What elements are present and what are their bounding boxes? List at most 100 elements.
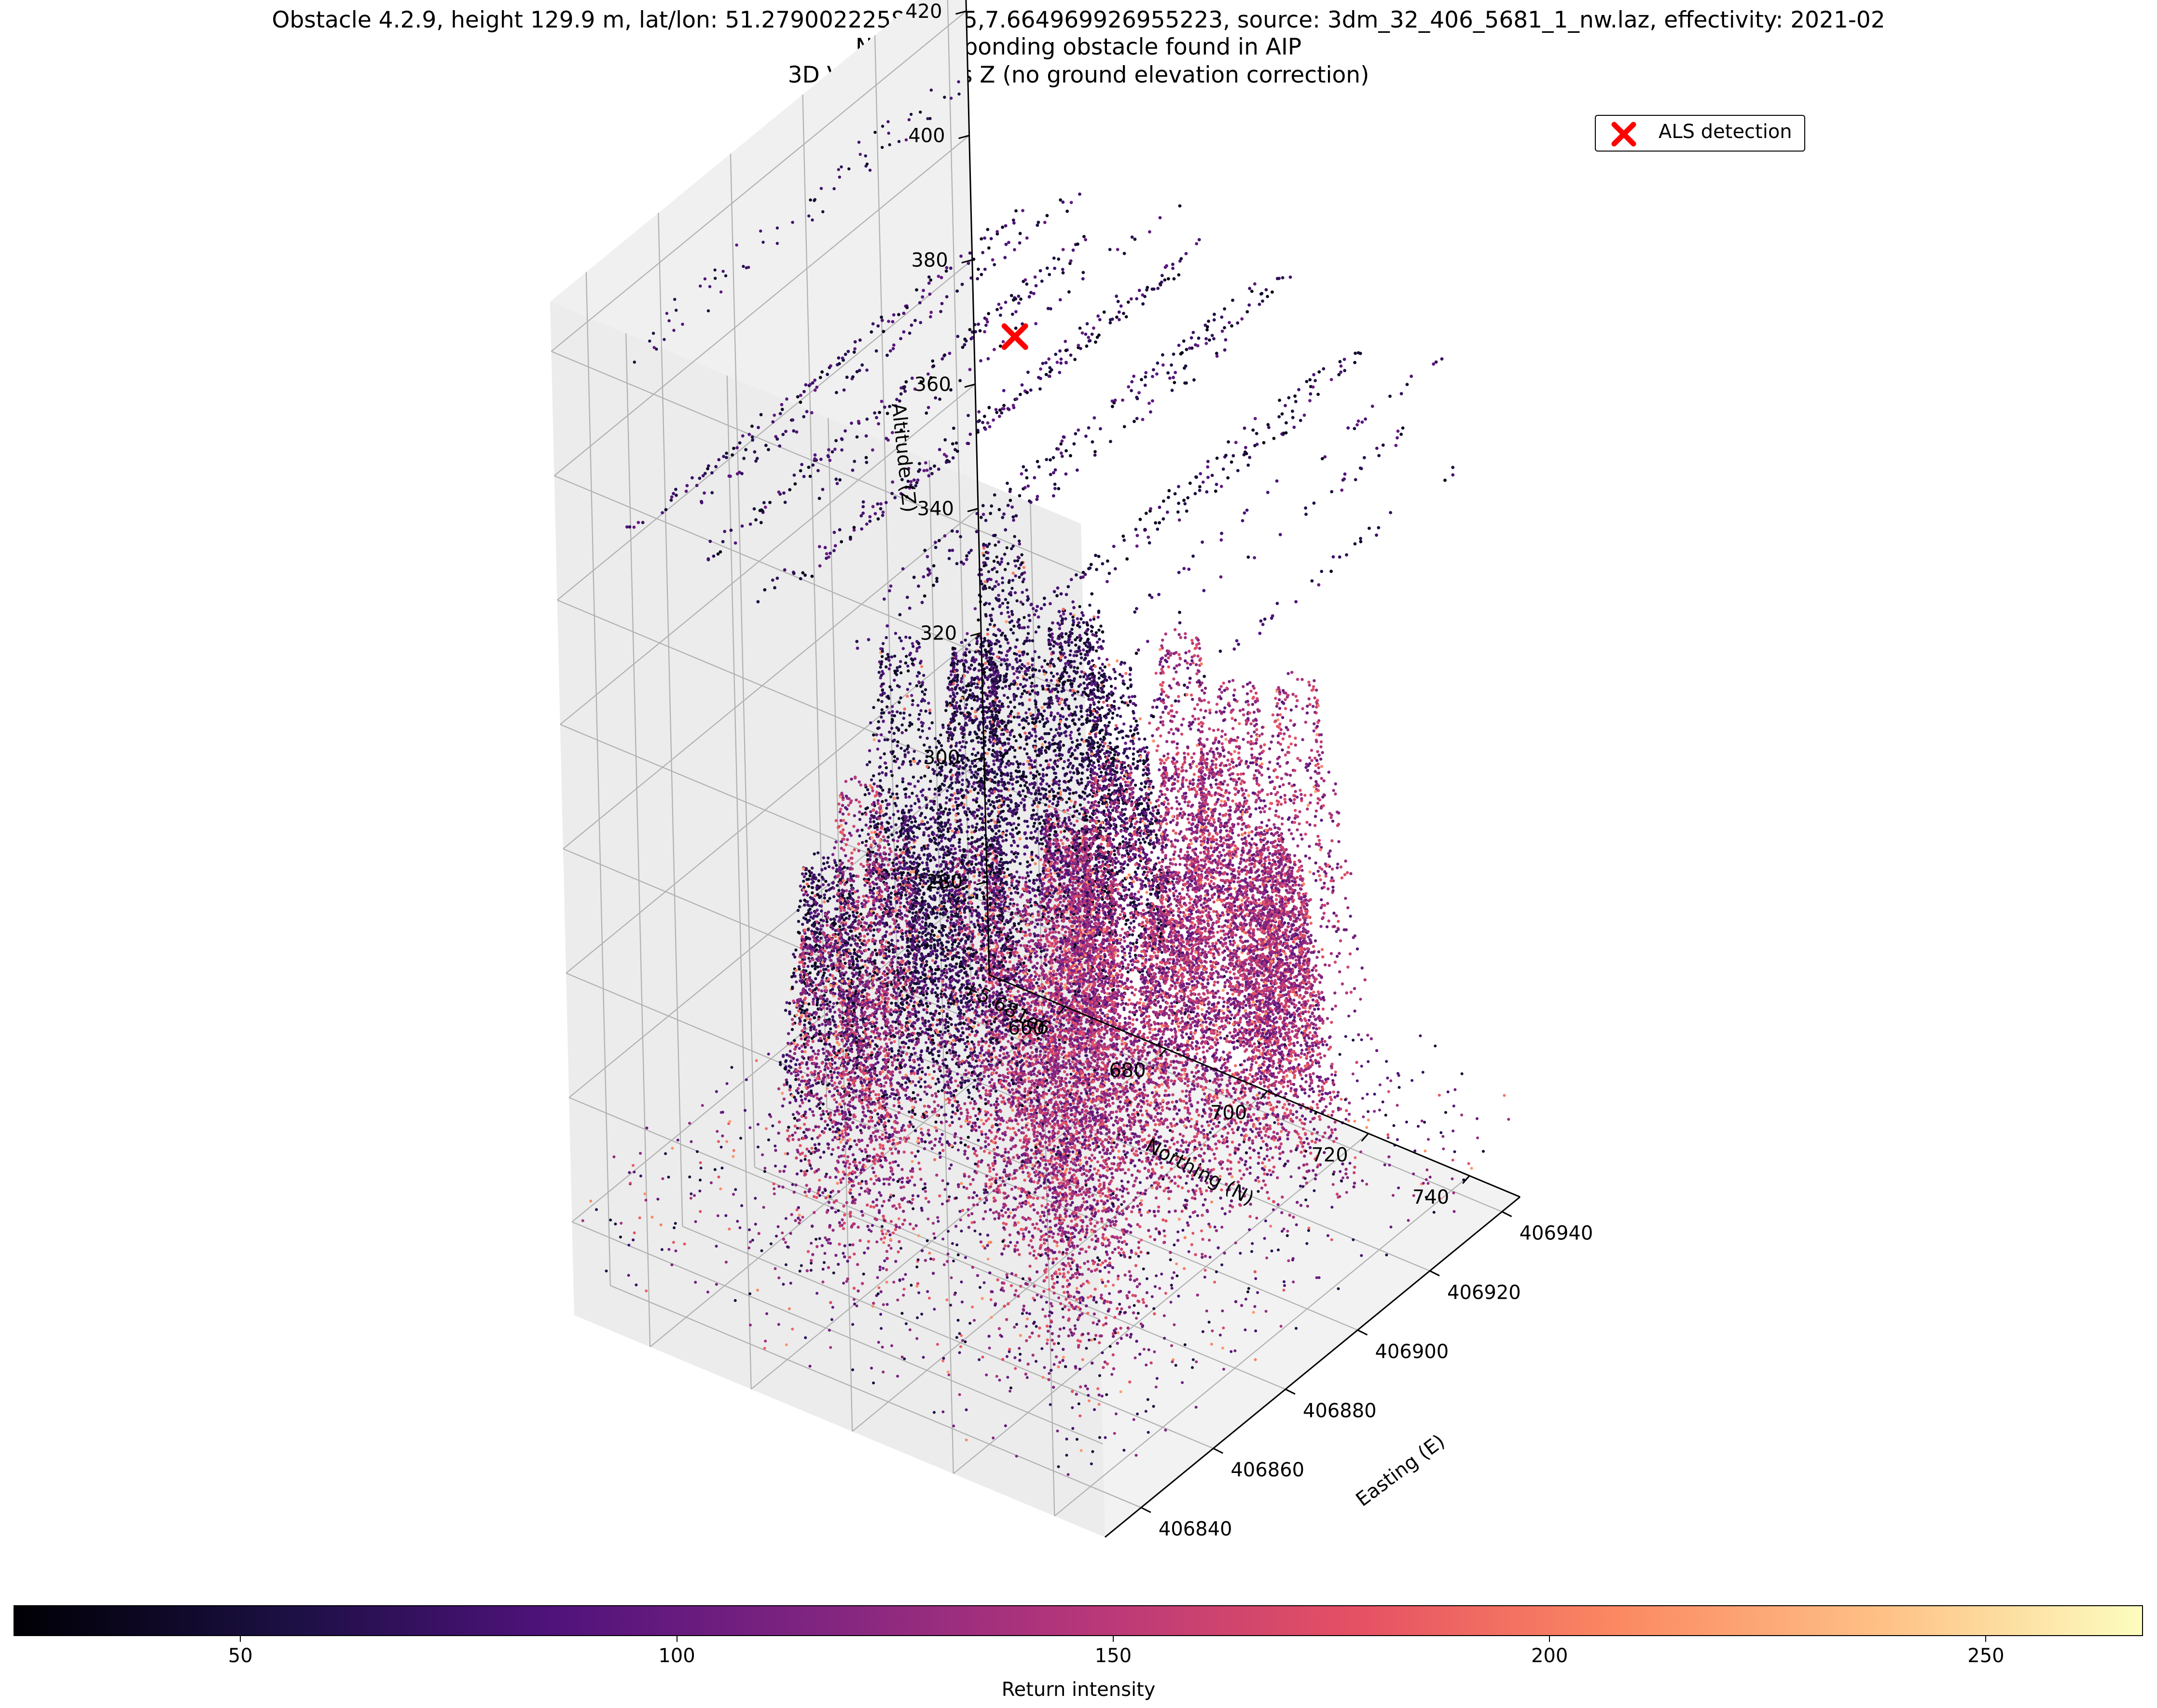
cloud-point bbox=[1294, 1054, 1298, 1057]
cloud-point bbox=[1330, 1066, 1333, 1069]
cloud-point bbox=[763, 505, 767, 509]
cloud-point bbox=[925, 469, 929, 472]
cloud-point bbox=[1174, 699, 1177, 703]
cloud-point bbox=[1116, 300, 1120, 303]
cloud-point bbox=[999, 754, 1002, 757]
cloud-point bbox=[1101, 630, 1105, 634]
cloud-point bbox=[667, 319, 671, 322]
cloud-point bbox=[870, 895, 873, 899]
cloud-point bbox=[1250, 290, 1254, 293]
cloud-point bbox=[685, 484, 689, 487]
cloud-point bbox=[894, 848, 898, 852]
cloud-point bbox=[1103, 752, 1106, 755]
cloud-point bbox=[803, 573, 807, 577]
cloud-point bbox=[1246, 555, 1250, 559]
cloud-point bbox=[710, 471, 714, 475]
cloud-point bbox=[1293, 854, 1297, 858]
cloud-point bbox=[1190, 1196, 1194, 1200]
cloud-point bbox=[1187, 568, 1191, 571]
cloud-point bbox=[953, 857, 957, 861]
cloud-point bbox=[1059, 198, 1063, 202]
cloud-point bbox=[834, 439, 838, 443]
cloud-point bbox=[1176, 510, 1180, 514]
cloud-point bbox=[1313, 1127, 1316, 1131]
cloud-point bbox=[1183, 992, 1186, 996]
cloud-point bbox=[1001, 407, 1004, 411]
cloud-point bbox=[988, 425, 992, 429]
cloud-point bbox=[795, 430, 799, 434]
cloud-point bbox=[1108, 321, 1112, 325]
cloud-point bbox=[1264, 288, 1268, 292]
cloud-point bbox=[1106, 559, 1109, 563]
cloud-point bbox=[1299, 875, 1302, 878]
cloud-point bbox=[980, 813, 983, 816]
cloud-point bbox=[923, 594, 926, 598]
cloud-point bbox=[1277, 997, 1281, 1000]
cloud-point bbox=[1255, 443, 1259, 446]
cloud-point bbox=[1066, 585, 1070, 588]
cloud-point bbox=[972, 798, 975, 802]
cloud-point bbox=[1266, 1148, 1269, 1152]
cloud-point bbox=[924, 461, 927, 465]
cloud-point bbox=[1304, 506, 1308, 510]
cloud-point bbox=[1115, 737, 1119, 740]
cloud-point bbox=[823, 546, 827, 549]
cloud-point bbox=[928, 315, 932, 319]
cloud-point bbox=[1281, 1106, 1285, 1110]
cloud-point bbox=[1242, 453, 1246, 457]
cloud-point bbox=[1144, 375, 1148, 379]
cloud-point bbox=[778, 444, 782, 448]
cloud-point bbox=[1145, 754, 1149, 758]
cloud-point bbox=[1231, 298, 1234, 302]
cloud-point bbox=[975, 800, 979, 804]
cloud-point bbox=[1394, 444, 1398, 447]
cloud-point bbox=[899, 957, 903, 960]
cloud-point bbox=[1255, 431, 1258, 435]
cloud-point bbox=[968, 368, 972, 372]
cloud-point bbox=[1141, 302, 1145, 306]
cloud-point bbox=[655, 347, 658, 351]
cloud-point bbox=[1179, 257, 1183, 261]
cloud-point bbox=[1150, 822, 1154, 825]
cloud-point bbox=[1015, 879, 1019, 883]
cloud-point bbox=[1055, 594, 1059, 597]
cloud-point bbox=[1149, 410, 1152, 414]
cloud-point bbox=[1043, 221, 1047, 224]
cloud-point bbox=[837, 168, 841, 171]
cloud-point bbox=[1292, 933, 1295, 936]
cloud-point bbox=[1326, 1017, 1329, 1020]
cloud-point bbox=[633, 361, 636, 364]
cloud-point bbox=[892, 313, 896, 317]
cloud-point bbox=[1143, 383, 1147, 387]
cloud-point bbox=[957, 771, 961, 775]
plot-3d[interactable]: 2803003203403603804004206606807007207404… bbox=[0, 0, 2157, 1593]
cloud-point bbox=[813, 453, 817, 457]
cloud-point bbox=[1323, 455, 1327, 458]
cloud-point bbox=[904, 893, 908, 897]
cloud-point bbox=[1146, 286, 1149, 289]
cloud-point bbox=[899, 337, 902, 340]
cloud-point bbox=[832, 187, 836, 191]
cloud-point bbox=[1288, 930, 1292, 933]
cloud-point bbox=[967, 684, 970, 688]
cloud-point bbox=[1272, 1170, 1275, 1174]
cloud-point bbox=[955, 562, 959, 566]
cloud-point bbox=[1144, 953, 1148, 957]
cloud-point bbox=[1078, 326, 1082, 330]
cloud-point bbox=[1153, 989, 1157, 992]
cloud-point bbox=[1244, 865, 1248, 869]
cloud-point bbox=[1203, 675, 1206, 678]
cloud-point bbox=[754, 518, 758, 522]
cloud-point bbox=[965, 778, 968, 782]
cloud-point bbox=[1161, 363, 1165, 367]
cloud-point bbox=[652, 346, 656, 349]
cloud-point bbox=[1336, 1094, 1340, 1097]
cloud-point bbox=[907, 841, 911, 844]
cloud-point bbox=[1258, 303, 1261, 306]
cloud-point bbox=[1014, 310, 1018, 314]
cloud-point bbox=[959, 823, 963, 826]
cloud-point bbox=[1013, 248, 1016, 251]
cloud-point bbox=[918, 301, 922, 305]
cloud-point bbox=[871, 816, 875, 819]
cloud-point bbox=[954, 441, 958, 445]
